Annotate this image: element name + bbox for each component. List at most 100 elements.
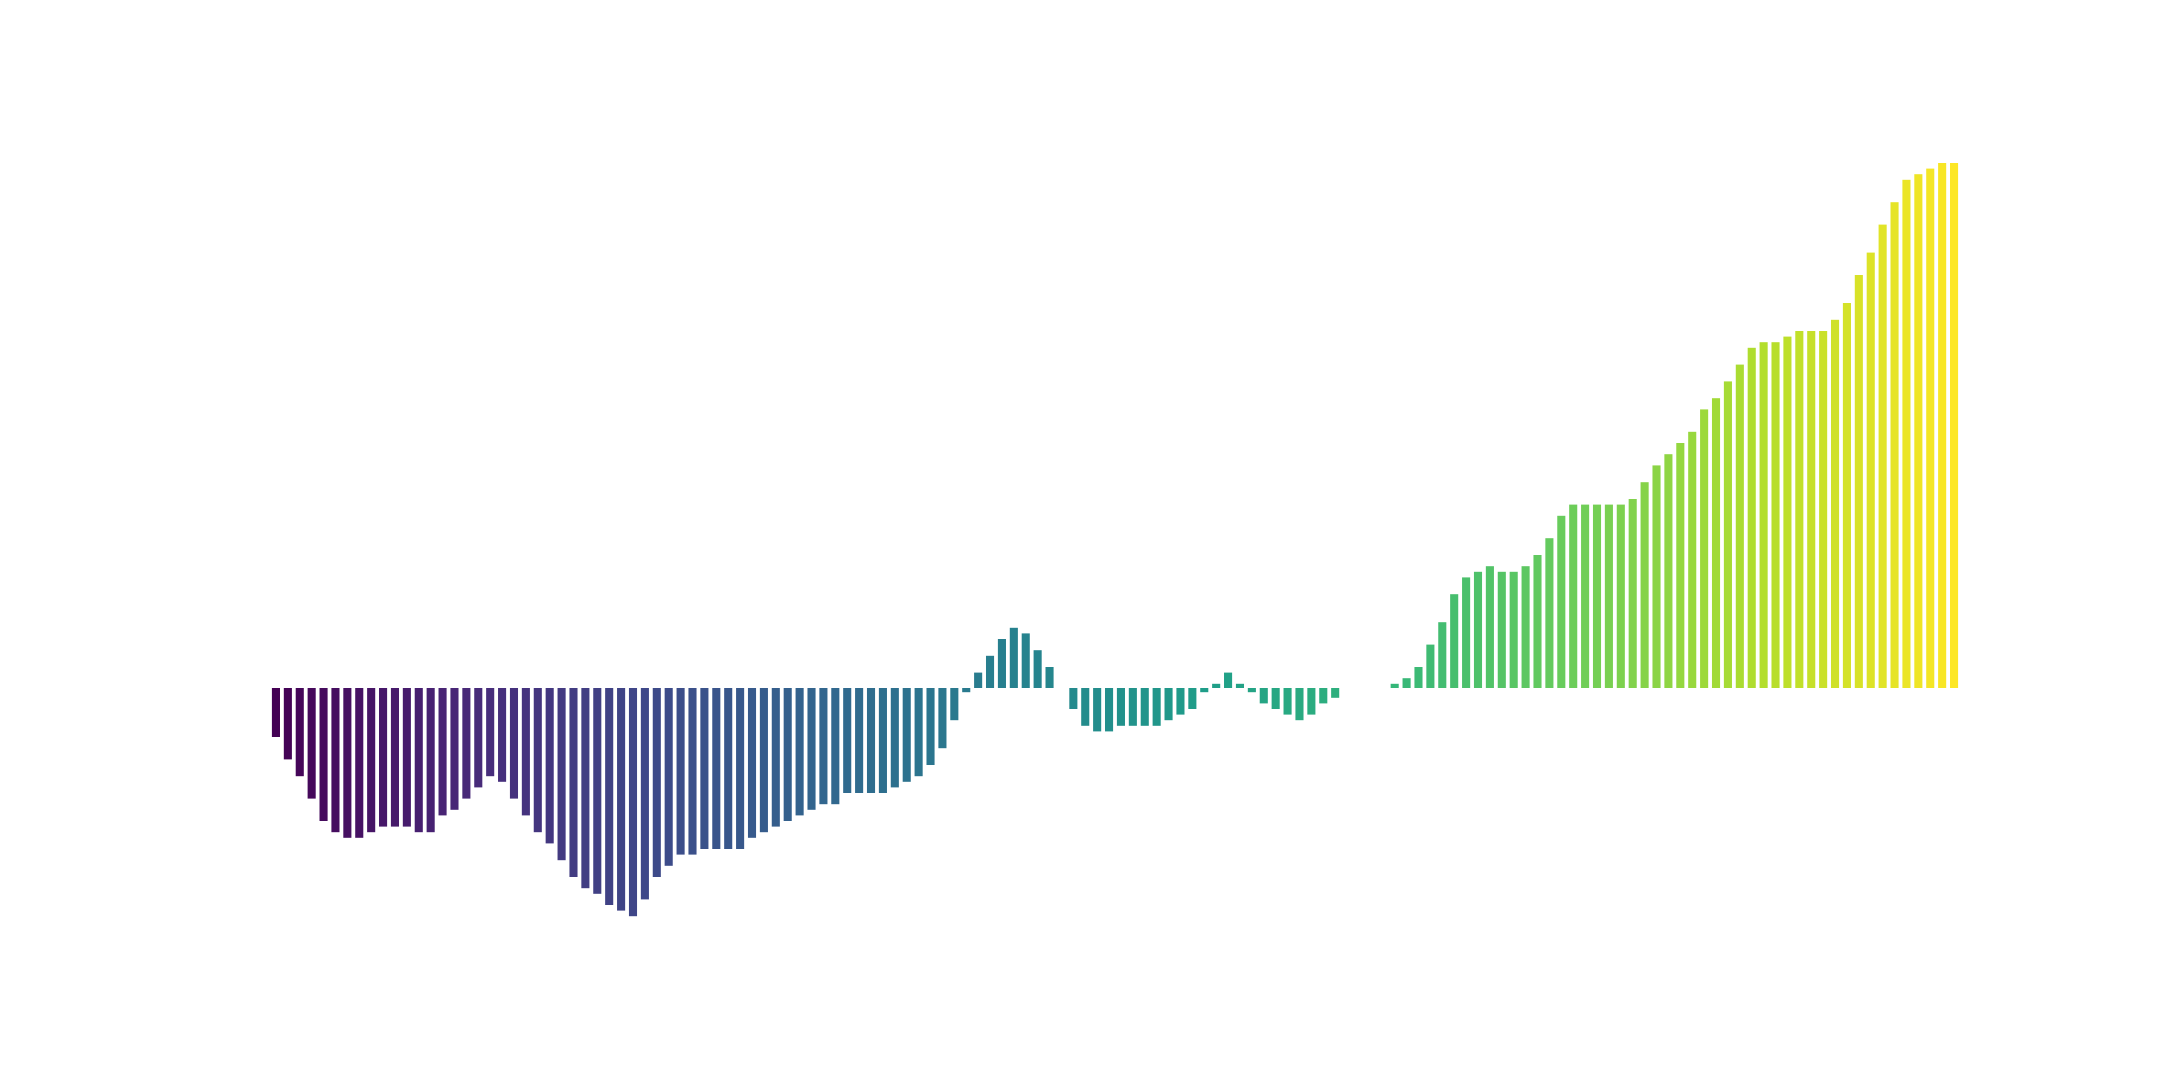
bar <box>938 688 947 749</box>
bar <box>1307 688 1316 715</box>
bar <box>402 688 411 827</box>
bar <box>1438 622 1447 688</box>
bar <box>450 688 459 810</box>
bar <box>355 688 364 838</box>
bar <box>1224 672 1233 688</box>
bar <box>985 655 995 688</box>
bar <box>736 688 745 849</box>
bar <box>319 688 328 821</box>
bar <box>974 672 983 688</box>
bar <box>379 688 388 827</box>
bar <box>1830 319 1840 688</box>
bar <box>1819 331 1828 688</box>
bar-series <box>271 163 1959 917</box>
bar <box>783 688 792 821</box>
bar <box>1033 650 1042 688</box>
bar <box>414 688 423 833</box>
bar <box>426 688 435 833</box>
bar <box>1259 688 1268 704</box>
bar <box>997 639 1006 688</box>
bar <box>295 688 304 777</box>
bar <box>1557 515 1566 688</box>
bar <box>1021 633 1030 688</box>
bar <box>1950 163 1959 688</box>
bar <box>1878 224 1887 688</box>
bar <box>855 688 864 793</box>
bar <box>843 688 852 793</box>
bar <box>807 688 816 810</box>
bar <box>1771 342 1780 688</box>
bar <box>1485 566 1494 688</box>
bar <box>1676 443 1685 688</box>
bar <box>1628 499 1637 688</box>
bar <box>1688 431 1697 688</box>
bar <box>1176 688 1185 715</box>
bar <box>1116 688 1125 726</box>
bar <box>1509 571 1518 688</box>
bar <box>617 688 626 911</box>
bar <box>926 688 935 765</box>
bar <box>1128 688 1137 726</box>
bar <box>581 688 590 889</box>
bar <box>1664 454 1673 688</box>
bar <box>1890 202 1899 688</box>
bar <box>486 688 495 777</box>
bar <box>1212 683 1221 688</box>
bar <box>1414 667 1423 688</box>
bar <box>593 688 602 894</box>
bar <box>1295 688 1304 721</box>
bar <box>640 688 649 900</box>
bar <box>1747 347 1756 688</box>
bar <box>271 688 280 737</box>
bar <box>1152 688 1161 726</box>
bar <box>1426 644 1435 688</box>
bar <box>890 688 899 788</box>
bar <box>759 688 768 833</box>
bar <box>962 688 971 693</box>
bar <box>1652 465 1661 688</box>
bar <box>1235 683 1245 688</box>
bar <box>1164 688 1173 721</box>
bar <box>1842 303 1851 688</box>
bar <box>1140 688 1149 726</box>
bar <box>533 688 542 833</box>
bar <box>1926 168 1935 689</box>
bar <box>866 688 876 793</box>
bar <box>462 688 471 799</box>
bar <box>878 688 887 793</box>
bar <box>1735 364 1744 688</box>
bar <box>700 688 709 849</box>
bar <box>1723 381 1732 688</box>
bar <box>1795 331 1804 688</box>
bar <box>795 688 804 816</box>
bar <box>367 688 376 833</box>
bar <box>1271 688 1280 709</box>
bar <box>1902 179 1911 689</box>
bar <box>605 688 614 905</box>
bar <box>1640 482 1649 688</box>
bar <box>1331 688 1340 698</box>
bar <box>1093 688 1102 732</box>
bar <box>688 688 697 855</box>
bar <box>1783 336 1792 688</box>
bar <box>1545 538 1554 688</box>
bar <box>474 688 483 788</box>
bar <box>1402 678 1411 688</box>
bar <box>1759 342 1768 688</box>
bar <box>1700 409 1709 688</box>
bar <box>1390 683 1399 688</box>
bar <box>438 688 447 816</box>
bar <box>1247 688 1256 693</box>
bar <box>307 688 316 799</box>
bar <box>1711 398 1721 688</box>
bar <box>676 688 685 855</box>
bar <box>331 688 340 833</box>
bar <box>521 688 530 816</box>
bar <box>771 688 780 827</box>
bar <box>1914 174 1923 688</box>
bar <box>1319 688 1328 704</box>
bar <box>664 688 673 866</box>
bar <box>1807 331 1816 688</box>
bar <box>628 688 638 917</box>
bar <box>509 688 519 799</box>
